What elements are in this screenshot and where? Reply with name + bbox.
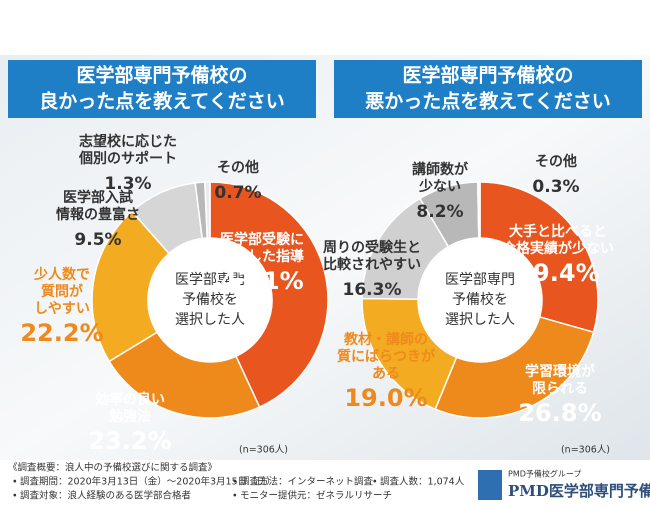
center-label: 予備校を [182, 291, 238, 308]
category-label: 医学部受験に [220, 231, 304, 248]
value-label: 19.0% [344, 384, 427, 412]
chart-title: 良かった点を教えてください [39, 90, 284, 113]
footer-item: 調査対象：浪人経験のある医学部合格者 [20, 490, 191, 502]
chart-title: 医学部専門予備校の [402, 64, 573, 87]
chart-title: 悪かった点を教えてください [365, 90, 610, 113]
category-label: 比較されやすい [323, 256, 421, 273]
chart-title: 医学部専門予備校の [76, 64, 247, 87]
logo-main: PMD医学部専門予備校 [508, 482, 650, 500]
center-label: 選択した人 [175, 312, 245, 328]
value-label: 23.2% [88, 427, 171, 455]
value-label: 1.3% [104, 174, 151, 194]
value-label: 26.8% [518, 399, 601, 427]
value-label: 0.3% [532, 177, 579, 197]
category-label: 合格実績が少ない [502, 240, 614, 257]
category-label: 医学部入試 [63, 189, 133, 206]
category-label: 周りの受験生と [323, 239, 421, 256]
donut-slice [209, 181, 329, 409]
footer-item: 調査人数：1,074人 [380, 476, 465, 488]
category-label: 質にばらつきが [337, 348, 436, 365]
logo-icon [478, 470, 502, 500]
category-label: 少ない [418, 178, 461, 195]
footer-bullet: • [232, 477, 238, 488]
donut-hole [419, 239, 541, 361]
value-label: 29.4% [516, 259, 599, 287]
donut-slice [477, 181, 481, 239]
category-label: 特化した指導 [220, 248, 304, 265]
value-label: 0.7% [214, 183, 261, 203]
footer [0, 460, 650, 510]
center-label: 予備校を [452, 291, 508, 308]
center-label: 医学部専門 [445, 272, 515, 288]
footer-bullet: • [372, 477, 378, 488]
value-label: 43.1% [220, 267, 303, 295]
header-box [334, 60, 642, 118]
category-label: 大手と比べると [509, 223, 607, 240]
sample-note: (n=306人) [561, 445, 610, 456]
category-label: 教材・講師の [344, 331, 428, 348]
donut-slice [434, 315, 595, 419]
header-box [8, 60, 316, 118]
footer-item: 調査期間：2020年3月13日（金）～2020年3月15日（日） [20, 476, 276, 488]
category-label: 講師数が [412, 161, 469, 178]
value-label: 9.5% [74, 230, 121, 250]
category-label: 個別のサポート [78, 150, 177, 167]
category-label: 学習環境が [525, 363, 596, 380]
footer-item: モニター提供元：ゼネラルリサーチ [240, 490, 392, 502]
category-label: 効率の良い [95, 391, 165, 408]
footer-bullet: • [12, 477, 18, 488]
category-label: 限られる [532, 381, 588, 397]
category-label: 質問が [41, 283, 84, 300]
category-label: 少人数で [33, 266, 90, 283]
category-label: 勉強法 [108, 408, 151, 425]
footer-heading: 《調査概要：浪人中の予備校選びに関する調査》 [8, 462, 217, 474]
center-label: 選択した人 [445, 312, 515, 328]
donut-slice [204, 181, 211, 239]
donut-hole [149, 239, 271, 361]
category-label: その他 [217, 159, 259, 176]
footer-item: 調査方法：インターネット調査 [240, 476, 374, 488]
category-label: しやすい [34, 301, 90, 317]
value-label: 8.2% [416, 202, 463, 222]
donut-slice [91, 210, 171, 363]
footer-bullet: • [12, 491, 18, 502]
center-label: 医学部専門 [175, 272, 245, 288]
category-label: 志望校に応じた [79, 133, 177, 150]
category-label: ある [372, 366, 400, 382]
donut-slice [108, 331, 261, 419]
sample-note: (n=306人) [239, 445, 288, 456]
footer-bullet: • [232, 491, 238, 502]
value-label: 16.3% [343, 280, 402, 300]
logo-sub: PMD予備校グループ [508, 469, 581, 479]
category-label: その他 [535, 153, 577, 170]
value-label: 22.2% [20, 319, 103, 347]
category-label: 情報の豊富さ [56, 206, 140, 223]
donut-slice [479, 181, 599, 334]
